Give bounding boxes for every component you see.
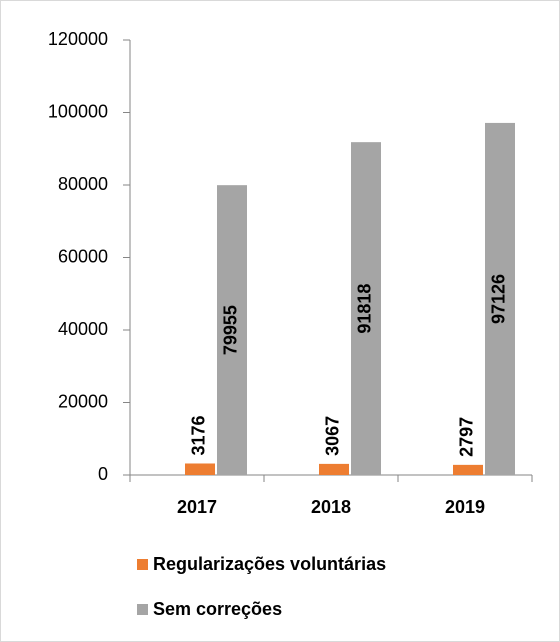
- y-tick-label: 120000: [48, 29, 108, 49]
- y-tick-label: 20000: [58, 391, 108, 411]
- legend-label: Sem correções: [153, 599, 282, 619]
- x-tick-label: 2018: [311, 497, 351, 517]
- data-label: 97126: [489, 274, 509, 324]
- bar: [185, 463, 215, 475]
- y-tick-label: 60000: [58, 246, 108, 266]
- y-tick-label: 40000: [58, 319, 108, 339]
- legend-label: Regularizações voluntárias: [153, 554, 386, 574]
- data-label: 2797: [457, 417, 477, 457]
- y-tick-label: 100000: [48, 101, 108, 121]
- bar: [351, 142, 381, 476]
- bar: [485, 122, 515, 476]
- x-tick-label: 2017: [177, 497, 217, 517]
- legend-swatch: [137, 559, 148, 570]
- bar: [217, 185, 247, 475]
- x-tick-label: 2019: [445, 497, 485, 517]
- data-label: 3176: [189, 415, 209, 455]
- y-tick-label: 0: [98, 464, 108, 484]
- legend-swatch: [137, 604, 148, 615]
- bar: [319, 463, 349, 475]
- data-label: 3067: [323, 416, 343, 456]
- bar: [453, 464, 483, 475]
- data-label: 79955: [221, 305, 241, 355]
- y-tick-label: 80000: [58, 174, 108, 194]
- data-label: 91818: [355, 284, 375, 334]
